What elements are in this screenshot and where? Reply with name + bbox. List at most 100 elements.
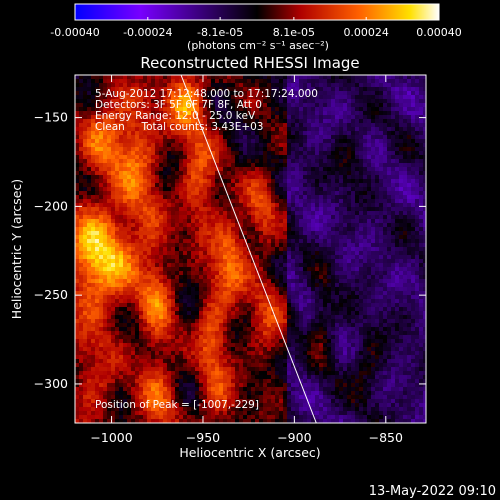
heatmap-cell bbox=[127, 167, 131, 171]
heatmap-cell bbox=[323, 243, 327, 247]
heatmap-cell bbox=[351, 147, 355, 151]
heatmap-cell bbox=[347, 151, 351, 155]
heatmap-cell bbox=[175, 267, 179, 271]
heatmap-cell bbox=[411, 295, 415, 299]
heatmap-cell bbox=[355, 291, 359, 295]
heatmap-cell bbox=[303, 127, 307, 131]
heatmap-cell bbox=[291, 151, 295, 155]
heatmap-cell bbox=[195, 87, 199, 91]
heatmap-cell bbox=[355, 207, 359, 211]
heatmap-cell bbox=[407, 255, 411, 259]
heatmap-cell bbox=[411, 179, 415, 183]
heatmap-cell bbox=[223, 203, 227, 207]
heatmap-cell bbox=[107, 87, 111, 91]
heatmap-cell bbox=[295, 263, 299, 267]
heatmap-cell bbox=[179, 211, 183, 215]
heatmap-cell bbox=[107, 103, 111, 107]
heatmap-cell bbox=[127, 99, 131, 103]
heatmap-cell bbox=[375, 115, 379, 119]
heatmap-cell bbox=[255, 207, 259, 211]
heatmap-cell bbox=[203, 187, 207, 191]
heatmap-cell bbox=[391, 239, 395, 243]
heatmap-cell bbox=[115, 267, 119, 271]
heatmap-cell bbox=[231, 251, 235, 255]
heatmap-cell bbox=[175, 99, 179, 103]
heatmap-cell bbox=[267, 143, 271, 147]
heatmap-cell bbox=[259, 171, 263, 175]
heatmap-cell bbox=[219, 83, 223, 87]
heatmap-cell bbox=[215, 219, 219, 223]
heatmap-cell bbox=[387, 243, 391, 247]
heatmap-cell bbox=[347, 171, 351, 175]
heatmap-cell bbox=[275, 103, 279, 107]
heatmap-cell bbox=[207, 155, 211, 159]
heatmap-cell bbox=[343, 271, 347, 275]
heatmap-cell bbox=[115, 247, 119, 251]
heatmap-cell bbox=[151, 123, 155, 127]
heatmap-cell bbox=[231, 223, 235, 227]
heatmap-cell bbox=[195, 235, 199, 239]
heatmap-cell bbox=[411, 95, 415, 99]
heatmap-cell bbox=[211, 187, 215, 191]
heatmap-cell bbox=[87, 139, 91, 143]
heatmap-cell bbox=[111, 159, 115, 163]
heatmap-cell bbox=[355, 267, 359, 271]
heatmap-cell bbox=[83, 159, 87, 163]
heatmap-cell bbox=[251, 95, 255, 99]
heatmap-cell bbox=[163, 79, 167, 83]
heatmap-cell bbox=[155, 131, 159, 135]
heatmap-cell bbox=[351, 279, 355, 283]
heatmap-cell bbox=[411, 187, 415, 191]
heatmap-cell bbox=[419, 95, 423, 99]
heatmap-cell bbox=[311, 235, 315, 239]
heatmap-cell bbox=[223, 179, 227, 183]
heatmap-cell bbox=[251, 175, 255, 179]
heatmap-cell bbox=[291, 111, 295, 115]
heatmap-cell bbox=[315, 247, 319, 251]
heatmap-cell bbox=[103, 279, 107, 283]
heatmap-cell bbox=[135, 211, 139, 215]
heatmap-cell bbox=[403, 287, 407, 291]
heatmap-cell bbox=[143, 95, 147, 99]
heatmap-cell bbox=[87, 143, 91, 147]
heatmap-cell bbox=[423, 263, 426, 267]
colorbar: -0.00040 -0.00024 -8.1e-05 8.1e-05 0.00024 0.… bbox=[50, 3, 462, 52]
heatmap-cell bbox=[227, 159, 231, 163]
heatmap-cell bbox=[195, 267, 199, 271]
heatmap-cell bbox=[139, 239, 143, 243]
heatmap-cell bbox=[143, 111, 147, 115]
heatmap-cell bbox=[279, 259, 283, 263]
heatmap-cell bbox=[199, 263, 203, 267]
heatmap-cell bbox=[115, 203, 119, 207]
heatmap-cell bbox=[311, 131, 315, 135]
heatmap-cell bbox=[75, 199, 79, 203]
heatmap-cell bbox=[147, 115, 151, 119]
heatmap-cell bbox=[311, 83, 315, 87]
heatmap-cell bbox=[275, 107, 279, 111]
heatmap-cell bbox=[315, 287, 319, 291]
heatmap-cell bbox=[79, 263, 83, 267]
heatmap-cell bbox=[267, 215, 271, 219]
heatmap-cell bbox=[167, 151, 171, 155]
heatmap-cell bbox=[403, 99, 407, 103]
heatmap-cell bbox=[79, 259, 83, 263]
heatmap-cell bbox=[187, 291, 191, 295]
heatmap-cell bbox=[103, 211, 107, 215]
heatmap-cell bbox=[167, 247, 171, 251]
heatmap-cell bbox=[255, 243, 259, 247]
heatmap-cell bbox=[271, 207, 275, 211]
heatmap-cell bbox=[419, 287, 423, 291]
heatmap-cell bbox=[223, 91, 227, 95]
heatmap-cell bbox=[111, 79, 115, 83]
heatmap-cell bbox=[339, 107, 343, 111]
heatmap-cell bbox=[243, 127, 247, 131]
heatmap-cell bbox=[327, 207, 331, 211]
heatmap-cell bbox=[399, 291, 403, 295]
heatmap-cell bbox=[87, 95, 91, 99]
heatmap-cell bbox=[247, 151, 251, 155]
heatmap-cell bbox=[363, 287, 367, 291]
heatmap-cell bbox=[363, 135, 367, 139]
heatmap-cell bbox=[363, 191, 367, 195]
heatmap-cell bbox=[147, 243, 151, 247]
heatmap-cell bbox=[347, 143, 351, 147]
